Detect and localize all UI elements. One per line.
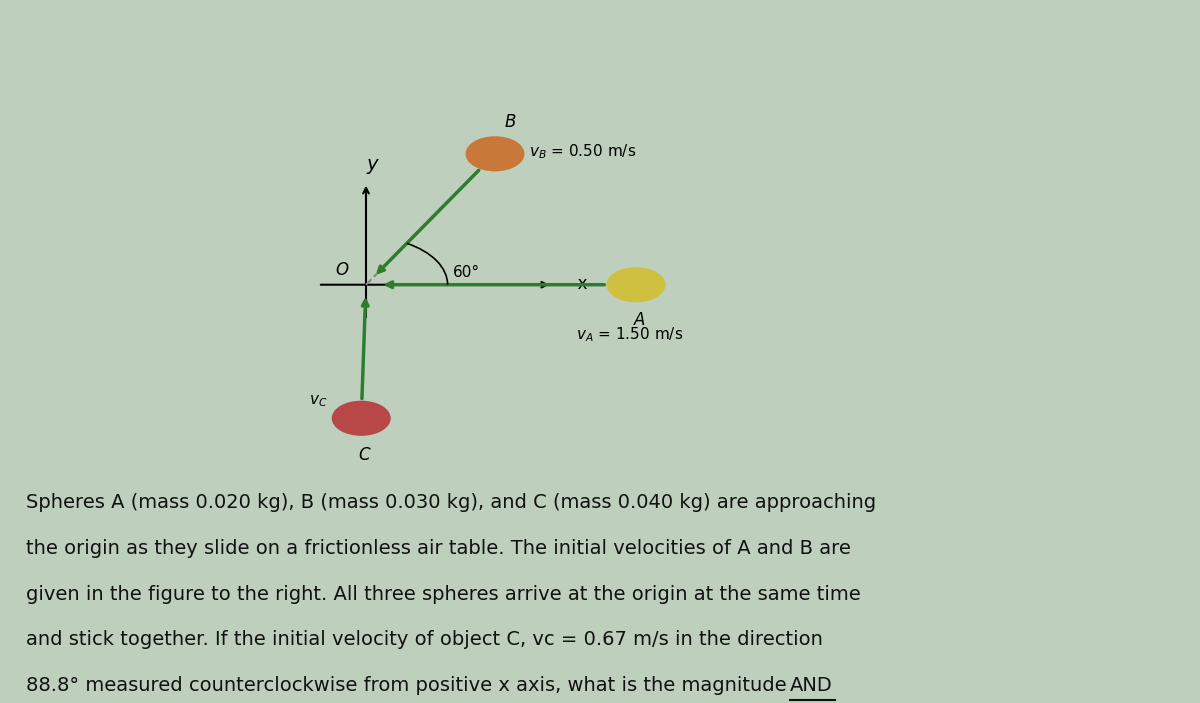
Text: $v_B$ = 0.50 m/s: $v_B$ = 0.50 m/s [529, 143, 636, 161]
Text: $v_C$: $v_C$ [310, 393, 328, 408]
Text: O: O [335, 261, 348, 279]
Text: given in the figure to the right. All three spheres arrive at the origin at the : given in the figure to the right. All th… [26, 584, 862, 604]
Circle shape [607, 268, 665, 302]
Text: y: y [366, 155, 378, 174]
Text: A: A [634, 311, 646, 329]
Circle shape [332, 401, 390, 435]
Text: AND: AND [790, 676, 833, 695]
Text: B: B [505, 113, 516, 131]
Text: the origin as they slide on a frictionless air table. The initial velocities of : the origin as they slide on a frictionle… [26, 538, 851, 558]
Text: C: C [358, 446, 370, 465]
Text: —x: —x [562, 275, 588, 293]
Text: 60°: 60° [452, 266, 480, 280]
Text: Spheres A (mass 0.020 kg), B (mass 0.030 kg), and C (mass 0.040 kg) are approach: Spheres A (mass 0.020 kg), B (mass 0.030… [26, 493, 876, 512]
Text: 88.8° measured counterclockwise from positive x axis, what is the magnitude: 88.8° measured counterclockwise from pos… [26, 676, 793, 695]
Text: and stick together. If the initial velocity of object C, vc = 0.67 m/s in the di: and stick together. If the initial veloc… [26, 630, 823, 650]
Circle shape [467, 137, 524, 171]
Text: $v_A$ = 1.50 m/s: $v_A$ = 1.50 m/s [576, 325, 684, 344]
